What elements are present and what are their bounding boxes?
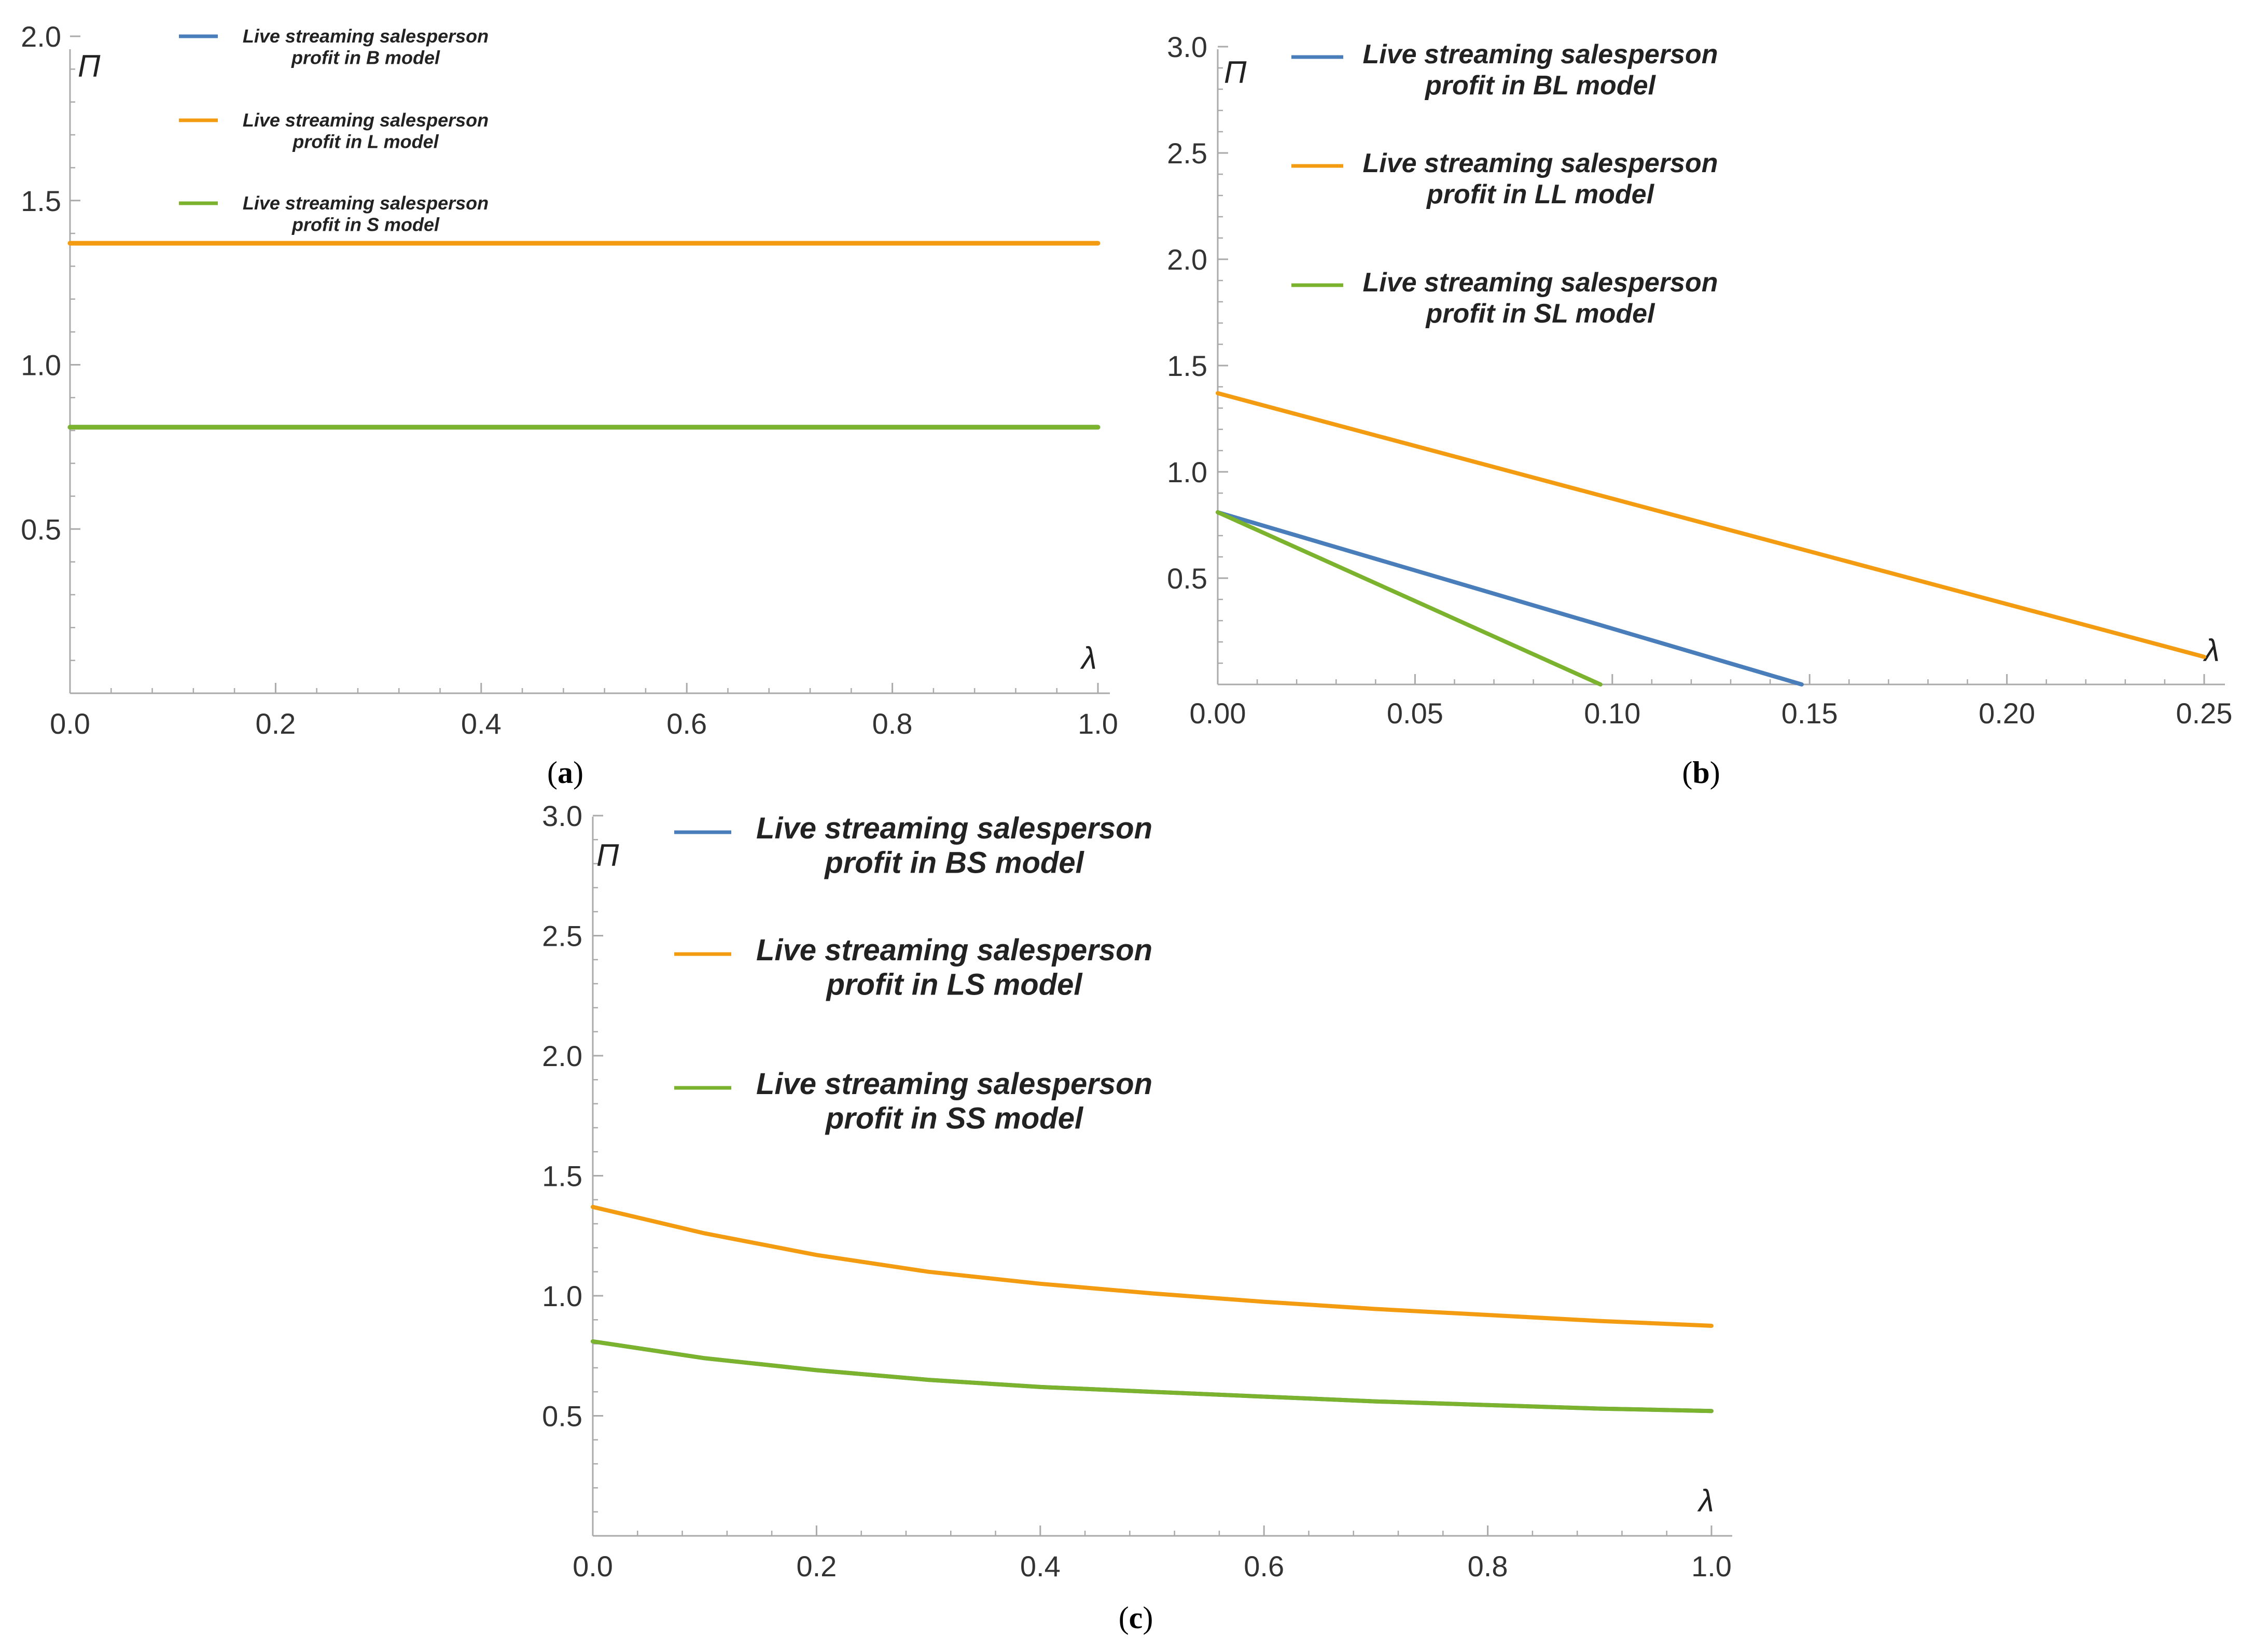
series-line-s (591, 1339, 1714, 1413)
y-tick-label: 1.0 (1167, 456, 1207, 488)
y-tick-label: 1.0 (21, 349, 61, 382)
panel-b: 0.00 0.05 0.10 0.15 0.20 0.25 0.5 1.0 1.5 2.0 2.5 3… (1167, 31, 2232, 790)
x-tick-label: 0.4 (1020, 1550, 1061, 1583)
legend-label: Live streaming salesperson (243, 25, 489, 47)
legend-label: Live streaming salesperson (756, 811, 1152, 845)
series-line-l (1216, 391, 2206, 659)
series-line-l (591, 1205, 1714, 1328)
x-tick-label: 0.8 (1468, 1550, 1508, 1583)
legend-label: profit in SS model (825, 1102, 1084, 1136)
x-tick-label: 0.8 (872, 707, 913, 740)
panel-a: 0.0 0.2 0.4 0.6 0.8 1.0 0.5 1.0 1.5 2.0 λ Π Live str… (21, 20, 1118, 790)
legend-label: profit in BL model (1424, 71, 1656, 101)
y-tick-label: 2.0 (1167, 243, 1207, 276)
x-tick-label: 1.0 (1078, 707, 1118, 740)
legend-label: Live streaming salesperson (1363, 39, 1718, 69)
x-tick-label: 0.4 (461, 707, 502, 740)
y-tick-label: 0.5 (1167, 562, 1207, 595)
series-line-b (1216, 510, 1804, 687)
x-tick-label: 1.0 (1691, 1550, 1732, 1583)
y-tick-label: 2.0 (21, 20, 61, 53)
panel-label: (b) (1682, 755, 1720, 790)
y-tick-label: 2.5 (542, 920, 582, 953)
x-axis-label: λ (2203, 633, 2220, 668)
x-tick-label: 0.15 (1781, 697, 1838, 730)
legend-label: Live streaming salesperson (243, 109, 489, 131)
y-tick-label: 1.0 (542, 1280, 582, 1312)
x-tick-label: 0.05 (1387, 697, 1443, 730)
y-tick-label: 1.5 (542, 1160, 582, 1193)
x-tick-label: 0.25 (2176, 697, 2233, 730)
legend-label: profit in B model (291, 47, 440, 68)
x-tick-label: 0.2 (796, 1550, 837, 1583)
x-axis-label: λ (1080, 641, 1097, 676)
legend-label: profit in LS model (826, 968, 1083, 1002)
legend-label: Live streaming salesperson (1363, 268, 1718, 298)
y-tick-label: 3.0 (1167, 31, 1207, 63)
legend-label: Live streaming salesperson (756, 1067, 1152, 1101)
legend-label: Live streaming salesperson (1363, 148, 1718, 178)
y-tick-label: 0.5 (542, 1400, 582, 1433)
legend-label: profit in L model (292, 131, 439, 152)
x-tick-label: 0.20 (1979, 697, 2035, 730)
y-tick-label: 1.5 (21, 185, 61, 217)
x-tick-label: 0.2 (255, 707, 296, 740)
legend-label: profit in BS model (824, 846, 1084, 880)
y-axis-label: Π (596, 838, 619, 873)
y-tick-label: 2.0 (542, 1040, 582, 1072)
x-axis-label: λ (1697, 1483, 1714, 1518)
y-tick-label: 0.5 (21, 513, 61, 545)
x-tick-label: 0.6 (666, 707, 707, 740)
legend-label: profit in S model (291, 214, 440, 235)
y-axis-label: Π (78, 49, 101, 83)
y-tick-label: 3.0 (542, 800, 582, 832)
y-tick-label: 2.5 (1167, 137, 1207, 170)
panel-c: 0.0 0.2 0.4 0.6 0.8 1.0 0.5 1.0 1.5 2.0 2.5 3.0 λ Π Li… (542, 800, 1732, 1635)
x-tick-label: 0.0 (50, 707, 90, 740)
y-axis-label: Π (1224, 55, 1247, 90)
legend-label: profit in SL model (1425, 299, 1655, 329)
panel-label: (c) (1119, 1601, 1153, 1635)
series-line-s (1216, 510, 1603, 687)
y-tick-label: 1.5 (1167, 349, 1207, 382)
series-line-b (591, 1339, 1714, 1413)
x-tick-label: 0.6 (1244, 1550, 1284, 1583)
x-tick-label: 0.0 (573, 1550, 613, 1583)
legend-label: Live streaming salesperson (243, 192, 489, 214)
legend-label: profit in LL model (1426, 179, 1655, 209)
legend-label: Live streaming salesperson (756, 933, 1152, 967)
x-tick-label: 0.10 (1584, 697, 1640, 730)
panel-label: (a) (547, 755, 583, 790)
x-tick-label: 0.00 (1190, 697, 1246, 730)
